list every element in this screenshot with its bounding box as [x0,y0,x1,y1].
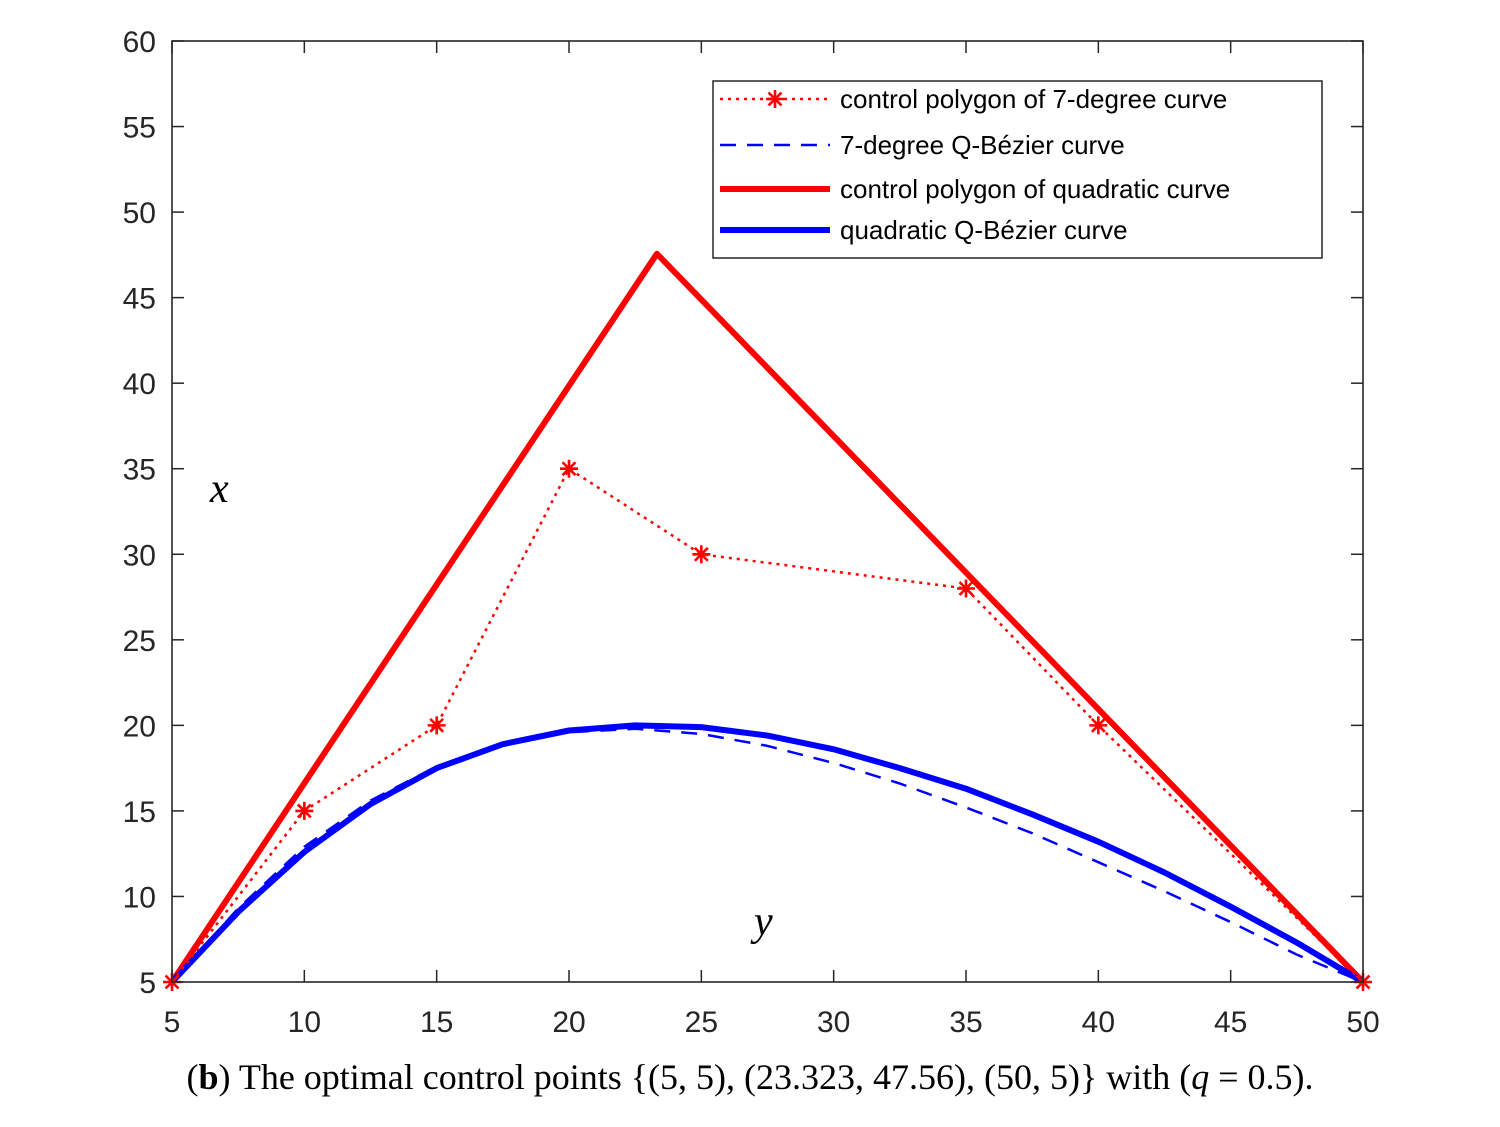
y-tick-label-4: 25 [123,625,156,658]
plot-frame [171,40,1364,983]
x-tick-label-4: 25 [685,1006,718,1039]
series-0 [163,459,1372,991]
legend-entry-2: control polygon of quadratic curve [720,174,1230,204]
series-0-point-6 [1089,716,1108,735]
series-1-line [171,727,1364,984]
legend-entry-0: control polygon of 7-degree curve [720,84,1227,114]
x-axis-label: y [750,899,773,945]
x-tick-label-2: 15 [420,1006,453,1039]
y-tick-label-11: 60 [123,26,156,59]
x-tick-label-8: 45 [1214,1006,1247,1039]
series-0-point-2 [427,716,446,735]
legend-label-0: control polygon of 7-degree curve [840,84,1227,114]
series-0-line [171,467,1364,983]
x-tick-label-9: 50 [1346,1006,1379,1039]
series-3 [169,722,1366,985]
series-0-point-5 [957,579,975,598]
series-0-point-3 [560,459,578,478]
caption-tail: = 0.5). [1209,1057,1314,1097]
legend-label-2: control polygon of quadratic curve [840,174,1230,204]
caption-var: q [1191,1057,1210,1097]
caption-text: ) The optimal control points {(5, 5), (2… [218,1057,1192,1097]
series-0-point-1 [295,801,314,820]
y-tick-label-3: 20 [123,710,156,743]
x-tick-label-0: 5 [164,1006,181,1039]
legend-entry-3: quadratic Q-Bézier curve [720,215,1128,245]
series-layer [163,250,1372,991]
x-tick-label-1: 10 [288,1006,321,1039]
caption-label: b [198,1057,219,1097]
series-2 [169,250,1366,985]
series-3-line [169,722,1366,985]
y-tick-label-1: 10 [123,881,156,914]
x-tick-label-7: 40 [1082,1006,1115,1039]
y-tick-label-8: 45 [123,283,156,316]
x-tick-label-3: 20 [552,1006,585,1039]
caption-open: ( [186,1057,199,1097]
y-tick-label-2: 15 [123,796,156,829]
series-1 [171,727,1364,984]
legend-label-1: 7-degree Q-Bézier curve [840,130,1125,160]
legend-entry-1: 7-degree Q-Bézier curve [720,130,1125,160]
y-tick-label-5: 30 [123,539,156,572]
legend-entries: control polygon of 7-degree curve 7-degre… [720,84,1230,245]
legend-label-3: quadratic Q-Bézier curve [840,215,1128,245]
series-2-line [169,250,1366,985]
axis-tick-labels: 5 10 15 20 25 30 35 40 45 50 5 10 15 20 25 30 35 40 45 50 55… [123,26,1380,1039]
x-tick-label-6: 35 [949,1006,982,1039]
y-tick-label-9: 50 [123,197,156,230]
y-tick-label-0: 5 [139,967,156,1000]
y-tick-label-6: 35 [123,454,156,487]
legend: control polygon of 7-degree curve 7-degre… [712,80,1323,259]
series-0-point-4 [692,545,711,564]
legend-marker-0 [766,90,784,108]
y-axis-label: x [209,466,229,512]
x-tick-label-5: 30 [817,1006,850,1039]
y-tick-label-10: 55 [123,112,156,145]
y-tick-label-7: 40 [123,368,156,401]
figure-caption: (b) The optimal control points {(5, 5), … [0,1056,1500,1098]
